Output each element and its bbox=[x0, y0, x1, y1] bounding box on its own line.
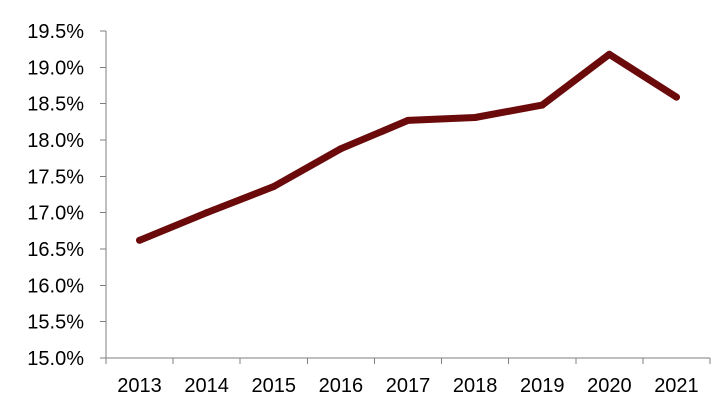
x-tick-label: 2015 bbox=[252, 375, 297, 397]
data-point bbox=[337, 145, 345, 153]
y-tick-label: 15.5% bbox=[27, 312, 84, 334]
y-tick-label: 19.0% bbox=[27, 57, 84, 79]
data-point bbox=[203, 209, 211, 217]
data-point bbox=[136, 236, 144, 244]
series-line bbox=[136, 50, 680, 244]
y-tick-label: 17.5% bbox=[27, 166, 84, 188]
data-point bbox=[404, 116, 412, 124]
y-tick-label: 18.0% bbox=[27, 130, 84, 152]
y-tick-label: 19.5% bbox=[27, 21, 84, 43]
y-axis: 15.0% 15.5% 16.0% 16.5% 17.0% 17.5% 18.0% 18.5%… bbox=[27, 21, 107, 370]
data-point bbox=[538, 101, 546, 109]
y-tick-label: 18.5% bbox=[27, 94, 84, 116]
y-tick-label: 17.0% bbox=[27, 203, 84, 225]
x-axis: 2013 2014 2015 2016 2017 2018 2019 2020 2021 bbox=[105, 357, 711, 397]
y-tick-label: 16.0% bbox=[27, 275, 84, 297]
x-tick-label: 2021 bbox=[654, 375, 699, 397]
data-point bbox=[605, 50, 613, 58]
data-point bbox=[471, 113, 479, 121]
x-tick-label: 2014 bbox=[184, 375, 229, 397]
x-tick-label: 2020 bbox=[587, 375, 632, 397]
x-tick-label: 2013 bbox=[117, 375, 162, 397]
x-tick-label: 2016 bbox=[319, 375, 364, 397]
series bbox=[136, 50, 680, 244]
x-tick-label: 2018 bbox=[453, 375, 498, 397]
x-tick-label: 2019 bbox=[520, 375, 565, 397]
y-tick-label: 16.5% bbox=[27, 239, 84, 261]
data-point bbox=[672, 93, 680, 101]
x-tick-label: 2017 bbox=[386, 375, 431, 397]
y-tick-label: 15.0% bbox=[27, 348, 84, 370]
data-point bbox=[270, 183, 278, 191]
